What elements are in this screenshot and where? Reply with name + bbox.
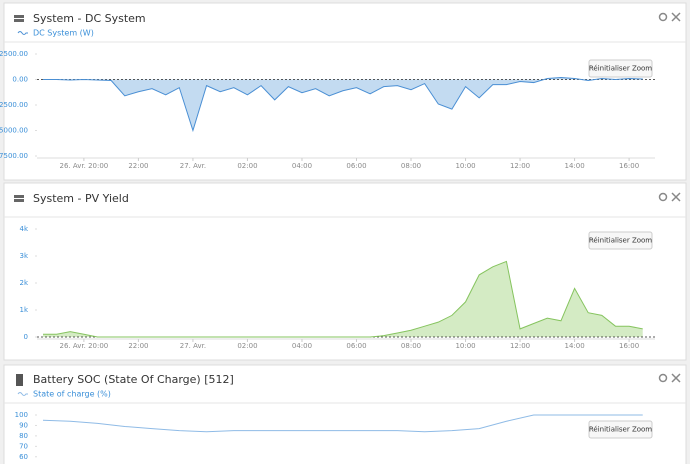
y-tick-label: 1k — [19, 306, 28, 314]
y-tick-label: -2500.00 — [0, 101, 28, 109]
y-tick-label: -7500.00 — [0, 152, 28, 160]
settings-button[interactable] — [658, 12, 668, 22]
y-tick-label: 0 — [24, 333, 28, 341]
x-tick-label: 22:00 — [128, 162, 148, 170]
reset-zoom-label[interactable]: Réinitialiser Zoom — [589, 65, 652, 73]
x-tick-label: 06:00 — [346, 342, 366, 350]
y-tick-label: 60 — [19, 453, 28, 461]
y-tick-label: 3k — [19, 252, 28, 260]
area-fill — [42, 261, 643, 337]
panel-icon — [14, 15, 24, 18]
x-tick-label: 08:00 — [401, 342, 421, 350]
x-tick-label: 27. Avr. — [180, 342, 206, 350]
y-tick-label: 100 — [15, 411, 28, 419]
x-tick-label: 12:00 — [510, 162, 530, 170]
x-tick-label: 04:00 — [292, 342, 312, 350]
y-tick-label: 80 — [19, 432, 28, 440]
x-tick-label: 10:00 — [455, 162, 475, 170]
panel-icon — [14, 195, 24, 198]
reset-zoom-button[interactable] — [588, 59, 653, 78]
series-line — [42, 414, 643, 433]
x-tick-label: 06:00 — [346, 162, 366, 170]
expand-button[interactable] — [671, 12, 681, 22]
x-tick-label: 16:00 — [619, 342, 639, 350]
legend-icon — [17, 392, 28, 396]
settings-button[interactable] — [658, 192, 668, 202]
series-line — [42, 76, 643, 133]
reset-zoom-label[interactable]: Réinitialiser Zoom — [589, 426, 652, 434]
panel-icon — [16, 374, 23, 386]
x-tick-label: 27. Avr. — [180, 162, 206, 170]
y-tick-label: -5000.00 — [0, 127, 28, 135]
reset-zoom-button[interactable] — [588, 231, 653, 250]
settings-button[interactable] — [658, 373, 668, 383]
x-tick-label: 12:00 — [510, 342, 530, 350]
y-tick-label: 4k — [19, 225, 28, 233]
reset-zoom-label[interactable]: Réinitialiser Zoom — [589, 237, 652, 245]
y-tick-label: 0.00 — [12, 76, 28, 84]
x-tick-label: 16:00 — [619, 162, 639, 170]
legend-icon — [17, 31, 28, 35]
panel-title: System - DC System — [33, 12, 146, 25]
x-tick-label: 22:00 — [128, 342, 148, 350]
x-tick-label: 02:00 — [237, 342, 257, 350]
panel-title: System - PV Yield — [33, 192, 129, 205]
x-tick-label: 10:00 — [455, 342, 475, 350]
y-tick-label: 70 — [19, 442, 28, 450]
x-tick-label: 02:00 — [237, 162, 257, 170]
area-fill — [42, 77, 643, 131]
expand-button[interactable] — [671, 373, 681, 383]
panel-icon — [14, 19, 24, 22]
x-tick-label: 08:00 — [401, 162, 421, 170]
reset-zoom-button[interactable] — [588, 420, 653, 439]
x-tick-label: 26. Avr. 20:00 — [60, 342, 109, 350]
x-tick-label: 14:00 — [564, 342, 584, 350]
legend-entry[interactable]: State of charge (%) — [33, 390, 111, 399]
expand-button[interactable] — [671, 192, 681, 202]
panel-title: Battery SOC (State Of Charge) [512] — [33, 373, 234, 386]
x-tick-label: 26. Avr. 20:00 — [60, 162, 109, 170]
panel-icon — [14, 199, 24, 202]
series-line — [42, 260, 643, 338]
x-tick-label: 14:00 — [564, 162, 584, 170]
y-tick-label: 90 — [19, 421, 28, 429]
legend-entry[interactable]: DC System (W) — [33, 29, 94, 38]
x-tick-label: 04:00 — [292, 162, 312, 170]
panel — [3, 2, 687, 181]
y-tick-label: 2500.00 — [0, 50, 28, 58]
y-tick-label: 2k — [19, 279, 28, 287]
